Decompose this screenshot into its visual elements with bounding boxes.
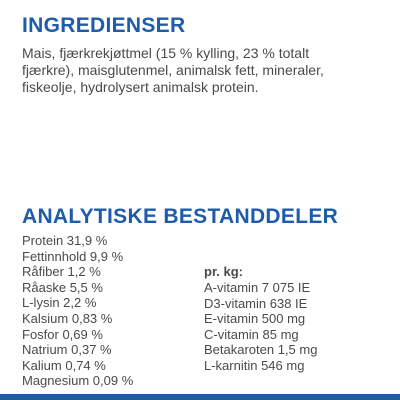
per-kg-item: L-karnitin 546 mg	[204, 357, 305, 373]
ingredients-line: fiskeolje, hydrolysert animalsk protein.	[22, 79, 259, 95]
constituent-item: Magnesium 0,09 %	[22, 373, 134, 389]
constituent-item: L-lysin 2,2 %	[22, 295, 97, 311]
per-kg-item: E-vitamin 500 mg	[204, 311, 306, 327]
constituent-item: Fosfor 0,69 %	[22, 326, 103, 342]
constituent-item: Råaske 5,5 %	[22, 279, 103, 295]
ingredients-heading: INGREDIENSER	[22, 14, 186, 37]
ingredients-line: Mais, fjærkrekjøttmel (15 % kylling, 23 …	[22, 45, 310, 61]
per-kg-label: pr. kg:	[204, 264, 244, 279]
per-kg-item: C-vitamin 85 mg	[204, 326, 299, 342]
per-kg-item: D3-vitamin 638 IE	[204, 295, 308, 311]
constituent-item: Natrium 0,37 %	[22, 342, 112, 358]
constituent-item: Kalium 0,74 %	[22, 357, 106, 373]
constituents-list: Protein 31,9 % Fettinnhold 9,9 % Råfiber…	[22, 233, 133, 389]
constituent-item: Protein 31,9 %	[22, 233, 108, 248]
constituent-item: Råfiber 1,2 %	[22, 264, 101, 280]
ingredients-line: fjærkre), maisglutenmel, animalsk fett, …	[22, 62, 324, 78]
constituent-item: Kalsium 0,83 %	[22, 310, 113, 326]
bottom-accent-bar	[0, 394, 400, 400]
constituent-item: Fettinnhold 9,9 %	[22, 248, 124, 264]
analytic-constituents-heading: ANALYTISKE BESTANDDELER	[22, 205, 339, 228]
ingredients-text: Mais, fjærkrekjøttmel (15 % kylling, 23 …	[22, 45, 382, 96]
per-kg-list: A-vitamin 7 075 IE D3-vitamin 638 IE E-v…	[204, 280, 317, 374]
per-kg-item: A-vitamin 7 075 IE	[204, 280, 311, 295]
per-kg-item: Betakaroten 1,5 mg	[204, 342, 318, 358]
